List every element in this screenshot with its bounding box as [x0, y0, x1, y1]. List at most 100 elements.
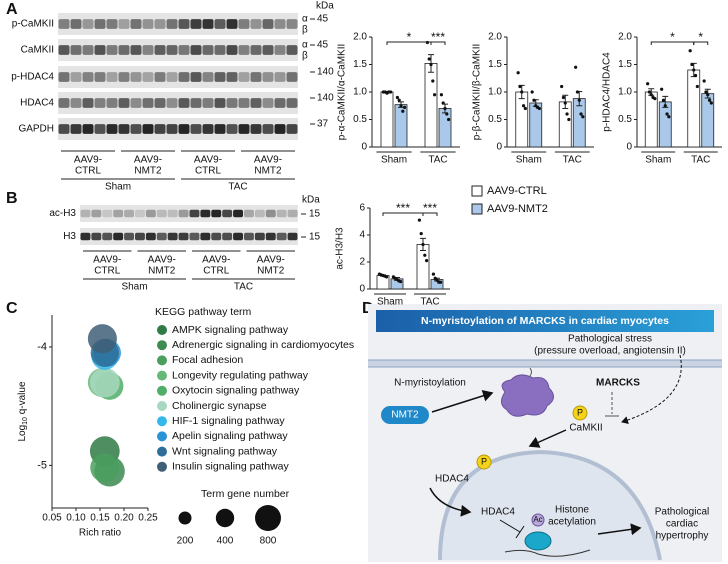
y-axis-label: p-α-CaMKII/α-CaMKII — [337, 44, 348, 141]
y-axis-label: Log10 q-value — [17, 381, 29, 441]
y-tick-label: 1.5 — [353, 59, 367, 70]
diagram-text: HDAC4 — [435, 474, 469, 485]
y-axis-label-part: q-value — [17, 381, 28, 417]
group-label: CTRL — [94, 266, 121, 277]
significance-label: * — [698, 30, 703, 44]
significance-label: *** — [431, 30, 445, 44]
blot-band — [265, 209, 276, 218]
y-tick-label: 0 — [361, 142, 367, 153]
x-tick-label: 0.10 — [66, 513, 86, 524]
data-point — [692, 68, 696, 72]
data-point — [706, 93, 710, 97]
data-point — [577, 98, 581, 102]
data-point — [419, 232, 423, 236]
y-tick-label: 2.0 — [618, 32, 632, 43]
x-tick-label: TAC — [428, 155, 447, 166]
blot-band — [262, 45, 274, 55]
x-axis-label: Rich ratio — [79, 528, 122, 539]
blot-band — [274, 124, 286, 134]
panel-letter: D — [362, 300, 374, 317]
blot-band — [190, 45, 202, 55]
significance-label: *** — [423, 201, 437, 215]
group-label: NMT2 — [134, 166, 162, 177]
blot-band — [94, 98, 106, 108]
blot-band — [274, 45, 286, 55]
blot-band — [94, 45, 106, 55]
blot-band — [226, 98, 238, 108]
mw-label: 15 — [309, 232, 321, 243]
x-tick-label: Sham — [645, 155, 671, 166]
diagram: N-myristoylation of MARCKS in cardiac my… — [368, 304, 722, 562]
blot-band — [156, 209, 167, 218]
blot-band — [178, 232, 189, 241]
legend-marker — [157, 385, 167, 396]
blot-band — [276, 232, 287, 241]
blot-bg — [58, 39, 298, 61]
blot-bg — [58, 92, 298, 114]
y-tick-label: -4 — [37, 341, 47, 353]
blot-band — [118, 98, 130, 108]
blot-band — [166, 124, 178, 134]
x-tick-label: 0.25 — [138, 513, 158, 524]
bar — [416, 244, 430, 290]
blot-band — [286, 45, 298, 55]
diagram-text: (pressure overload, angiotensin II) — [534, 346, 686, 357]
y-tick-label: 1.0 — [353, 87, 367, 98]
blot-band — [106, 19, 118, 29]
blot-band — [80, 209, 91, 218]
membrane — [368, 360, 722, 367]
data-point — [665, 112, 669, 116]
phospho — [572, 405, 588, 421]
blot-label: GAPDH — [18, 124, 54, 135]
group-label: AAV9- — [74, 155, 102, 166]
blot-band — [274, 19, 286, 29]
size-legend-title: Term gene number — [201, 488, 290, 500]
blot-band — [113, 209, 124, 218]
legend-label: Wnt signaling pathway — [172, 445, 278, 457]
blot-band — [118, 72, 130, 82]
data-point — [431, 272, 435, 276]
size-legend-marker — [178, 511, 192, 525]
data-point — [581, 115, 585, 119]
blot-band — [70, 19, 82, 29]
bar — [644, 91, 658, 148]
data-point — [690, 62, 694, 67]
blot-band — [91, 232, 102, 241]
data-point — [516, 71, 520, 75]
data-point — [441, 101, 445, 105]
data-point — [695, 84, 699, 89]
blot-band — [226, 19, 238, 29]
data-point — [397, 98, 401, 102]
group-label: NMT2 — [257, 266, 285, 277]
blot-band — [106, 45, 118, 55]
data-point — [709, 101, 713, 105]
blot-band — [58, 72, 70, 82]
blot-band — [189, 209, 200, 218]
blot-band — [118, 124, 130, 134]
data-point — [520, 90, 524, 94]
data-point — [389, 90, 393, 94]
significance-bracket — [693, 41, 709, 45]
bar — [424, 63, 438, 148]
x-tick-label: Sham — [516, 155, 542, 166]
panel-letter: A — [6, 1, 18, 18]
blot-band — [189, 232, 200, 241]
blot-band — [262, 124, 274, 134]
blot-band — [178, 209, 189, 218]
data-point — [647, 90, 652, 94]
blot-band — [178, 72, 190, 82]
y-tick-label: 1.0 — [488, 87, 502, 98]
blot-band — [202, 19, 214, 29]
diagram-text: P — [481, 456, 487, 466]
blot-band — [214, 19, 226, 29]
size-legend-marker — [255, 505, 281, 531]
blot-band — [82, 72, 94, 82]
arrow — [597, 523, 642, 536]
x-tick-label: TAC — [691, 155, 710, 166]
blot-band — [178, 45, 190, 55]
group-label: AAV9- — [202, 255, 230, 266]
isoform-label: α — [302, 40, 308, 51]
blot-band — [262, 98, 274, 108]
blot-band — [265, 232, 276, 241]
blot-band — [226, 45, 238, 55]
